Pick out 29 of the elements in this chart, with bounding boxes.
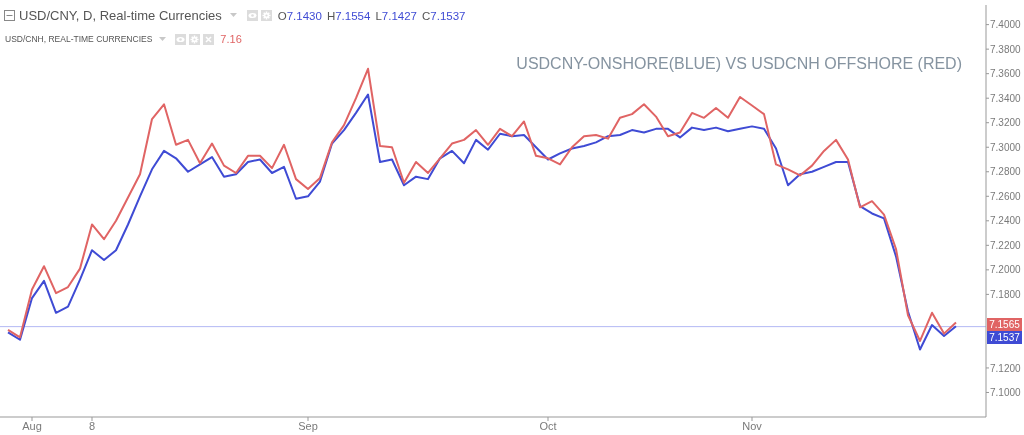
annotation: C7.1537 xyxy=(422,9,466,22)
y-tick-label: 7.3800 xyxy=(990,43,1022,55)
x-tick-label: 8 xyxy=(88,420,96,432)
annotation: L7.1427 xyxy=(375,9,417,22)
y-tick-label: 7.2800 xyxy=(990,166,1022,178)
y-tick-label: 7.3400 xyxy=(990,92,1022,104)
y-tick-label: 7.4000 xyxy=(990,19,1022,31)
y-tick-label: 7.2200 xyxy=(990,239,1022,251)
x-tick-label: Sep xyxy=(298,420,318,432)
annotation: O7.1430 xyxy=(277,9,322,22)
y-tick-label: 7.3600 xyxy=(990,68,1022,80)
text: USDCNY-ONSHORE(BLUE) VS USDCNH OFFSHORE (RED) xyxy=(516,55,962,72)
ref-line-label: 7.1537 xyxy=(989,332,1020,344)
text: 7.1565 xyxy=(989,319,1020,331)
y-tick-label: 7.1000 xyxy=(990,387,1022,399)
annotation: 7.16 xyxy=(220,33,242,45)
y-tick-label: 7.1200 xyxy=(990,362,1022,374)
x-tick-label: Aug xyxy=(22,420,42,432)
annotation: USD/CNY, D, Real-time Currencies xyxy=(19,8,222,23)
y-tick-label: 7.2600 xyxy=(990,190,1022,202)
annotation: H7.1554 xyxy=(326,9,371,22)
y-tick-label: 7.2400 xyxy=(990,215,1022,227)
y-tick-label: 7.2000 xyxy=(990,264,1022,276)
x-tick-label: Nov xyxy=(742,420,763,432)
x-tick-label: Oct xyxy=(539,420,557,432)
annotation: USD/CNH, REAL-TIME CURRENCIES xyxy=(5,34,153,44)
y-tick-label: 7.3200 xyxy=(990,117,1022,129)
y-tick-label: 7.3000 xyxy=(990,141,1022,153)
y-tick-label: 7.1800 xyxy=(990,288,1022,300)
